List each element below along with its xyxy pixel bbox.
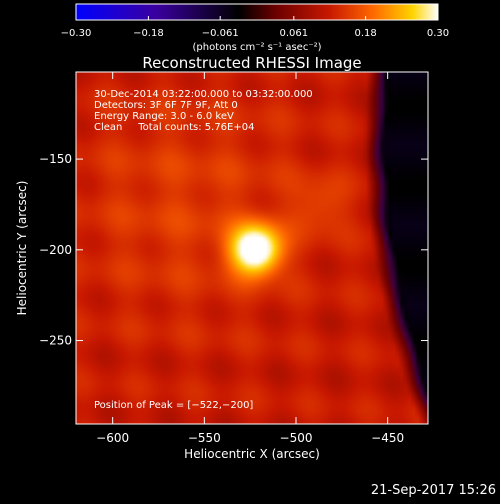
- colorbar-tick-label: 0.061: [279, 28, 308, 39]
- x-tick-label: −500: [280, 431, 313, 445]
- x-axis-ticks: −600 −550 −500 −450: [96, 72, 404, 445]
- colorbar-tick-label: 0.30: [427, 28, 449, 39]
- annotation-detectors: Detectors: 3F 6F 7F 9F, Att 0: [94, 100, 238, 111]
- x-tick-label: −600: [96, 431, 129, 445]
- timestamp: 21-Sep-2017 15:26: [371, 483, 496, 498]
- colorbar-tick-label: −0.18: [133, 28, 164, 39]
- annotation-energy-range: Energy Range: 3.0 - 6.0 keV: [94, 111, 234, 122]
- peak-position-label: Position of Peak = [−522,−200]: [94, 400, 253, 411]
- colorbar: [76, 4, 438, 20]
- x-axis-label: Heliocentric X (arcsec): [184, 447, 320, 461]
- y-tick-label: −150: [39, 152, 72, 166]
- heatmap-image: [76, 72, 428, 424]
- colorbar-ticks: −0.30 −0.18 −0.061 0.061 0.18 0.30: [61, 16, 449, 39]
- colorbar-tick-label: 0.18: [354, 28, 376, 39]
- y-axis-ticks: −250 −200 −150: [39, 152, 428, 348]
- y-tick-label: −200: [39, 243, 72, 257]
- colorbar-tick-label: −0.30: [61, 28, 92, 39]
- colorbar-unit-label: (photons cm⁻² s⁻¹ asec⁻²): [192, 42, 321, 53]
- x-tick-label: −450: [371, 431, 404, 445]
- colorbar-tick-label: −0.061: [202, 28, 239, 39]
- colorbar-frame: [75, 3, 439, 21]
- y-axis-label: Heliocentric Y (arcsec): [15, 181, 29, 316]
- annotation-time-range: 30-Dec-2014 03:22:00.000 to 03:32:00.000: [94, 89, 313, 100]
- annotation-clean-counts: Clean Total counts: 5.76E+04: [94, 122, 254, 133]
- y-tick-label: −250: [39, 334, 72, 348]
- chart-title: Reconstructed RHESSI Image: [142, 54, 361, 72]
- plot-frame: [75, 71, 429, 425]
- x-tick-label: −550: [188, 431, 221, 445]
